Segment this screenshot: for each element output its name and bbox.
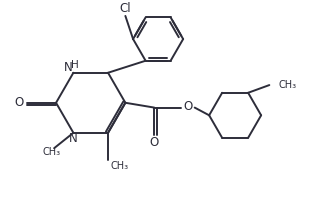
- Text: CH₃: CH₃: [42, 147, 60, 157]
- Text: N: N: [64, 61, 73, 74]
- Text: N: N: [69, 132, 78, 145]
- Text: CH₃: CH₃: [111, 160, 129, 170]
- Text: O: O: [150, 136, 159, 149]
- Text: CH₃: CH₃: [279, 80, 297, 90]
- Text: O: O: [183, 100, 193, 113]
- Text: Cl: Cl: [119, 2, 131, 15]
- Text: H: H: [71, 60, 79, 70]
- Text: O: O: [15, 96, 24, 109]
